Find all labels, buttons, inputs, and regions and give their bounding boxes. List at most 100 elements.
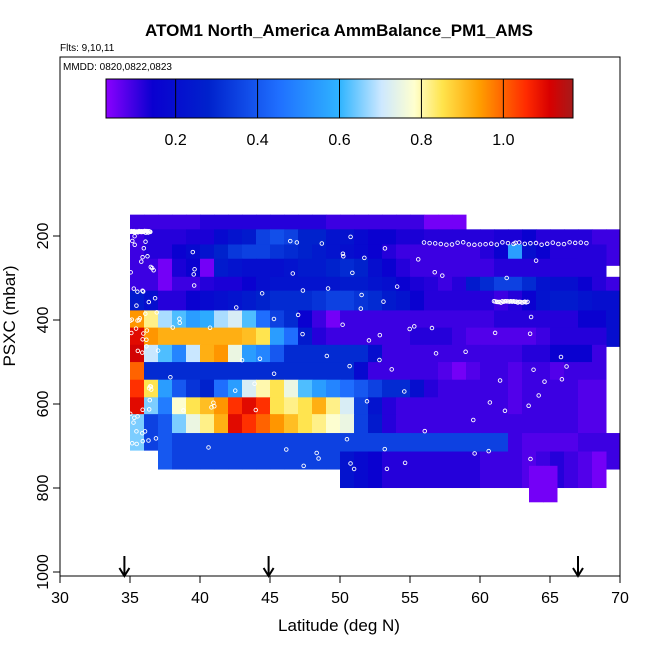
flight-track-point [253,407,259,413]
flight-track-point [389,367,394,372]
heatmap-cell [186,433,201,470]
flight-track-point [351,466,357,472]
heatmap-cell [466,451,481,489]
colorbar-tick-label: 1.0 [492,132,514,149]
heatmap-cell [578,244,593,281]
flight-track-point [127,411,133,417]
flight-track-point [130,238,135,244]
flight-track-point [542,379,547,384]
flight-track-point [572,240,578,246]
heatmap-cell [564,451,579,489]
flight-track-point [584,240,589,246]
flight-track-point [536,393,541,398]
flight-track-point [533,240,539,246]
flight-track-point [234,305,239,310]
colorbar-tick-label: 0.4 [246,132,268,149]
flight-track-point [533,545,538,550]
flight-track-point [135,458,140,464]
flight-track-point [129,317,135,322]
flight-track-point [472,451,477,456]
flight-track-point [145,254,150,259]
heatmap-cell [158,433,173,470]
flight-track-point [135,414,140,419]
heatmap-cell [396,451,411,489]
heatmap-cell [228,433,243,470]
flight-track-point [350,270,355,276]
flight-track-point [528,240,533,246]
heatmap-cell [312,433,327,470]
flight-track-point [494,242,500,247]
flight-track-point [492,330,498,336]
flight-track-point [558,354,564,360]
flight-track-point [271,371,277,376]
flight-track-point [427,240,432,246]
heatmap-cell [298,433,313,470]
flight-track-point [129,440,135,446]
x-axis-label: Latitude (deg N) [278,616,400,635]
flight-track-point [149,265,155,271]
x-tick-label: 55 [401,590,419,607]
chart-title: ATOM1 North_America AmmBalance_PM1_AMS [145,21,533,40]
flight-track-point [460,240,466,245]
flight-track-point [564,364,569,369]
flight-track-point [129,451,135,457]
flight-track-point [141,331,146,336]
heatmap-cell [270,433,285,470]
flight-track-point [556,241,561,247]
flight-track-point [206,445,211,450]
flight-track-point [288,238,293,244]
flight-track-point [550,541,556,546]
flight-track-point [191,283,197,288]
flight-track-point [140,288,145,293]
flight-track-point [130,466,135,472]
flight-track-point [146,438,151,443]
flight-track-point [528,542,534,548]
x-tick-label: 60 [471,590,489,607]
x-tick-label: 45 [261,590,279,607]
flight-track-point [535,540,541,546]
y-tick-label: 200 [35,223,52,250]
flight-track-point [144,328,150,333]
flight-track-point [559,377,565,382]
flight-track-point [300,288,306,293]
heatmap-cell [592,244,607,281]
flight-track-point [539,242,544,247]
flight-track-point [143,239,148,244]
flight-track-point [148,229,153,235]
flight-track-point [340,251,346,256]
heatmap-cell [606,433,620,470]
y-tick-label: 600 [35,391,52,418]
flight-track-point [168,374,173,380]
heatmap-cell [578,451,593,489]
flight-track-point [141,245,147,251]
heatmap-cell [494,451,509,489]
flight-track-point [495,299,501,305]
x-tick-label: 70 [611,590,629,607]
heatmap-cell [634,433,649,470]
flight-track-point [134,441,139,447]
flight-track-point [466,242,472,247]
flight-track-point [300,331,305,337]
flight-track-point [295,312,301,318]
flight-track-point [325,286,331,291]
flight-track-point [151,461,157,467]
flight-track-point [429,325,435,331]
flight-track-point [132,465,138,471]
y-axis: 200 400 600 800 1000 [35,223,60,590]
colorbar-tick-label: 0.8 [410,132,432,149]
y-tick-label: 400 [35,307,52,334]
flight-track-point [505,240,511,246]
heatmap-cell [354,451,369,489]
x-tick-label: 30 [51,590,69,607]
heatmap-cell [592,397,607,434]
flight-track-point [444,242,449,247]
flight-track-point [415,257,421,262]
flight-track-point [284,447,289,452]
heatmap-cell [529,465,544,503]
flight-track-point [146,299,152,305]
latitude-marker-arrowhead [572,567,584,578]
flight-track-point [504,275,509,281]
flight-track-point [348,234,353,240]
flight-track-point [504,299,509,304]
flight-track-point [135,318,140,323]
